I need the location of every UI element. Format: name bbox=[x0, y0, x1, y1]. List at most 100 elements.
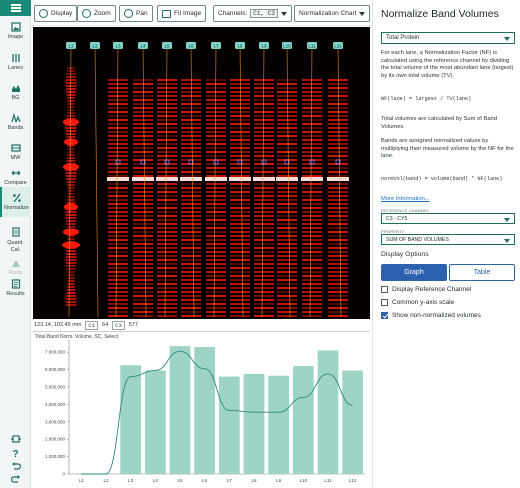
lane-tag[interactable] bbox=[333, 42, 343, 49]
lane-tag[interactable] bbox=[66, 42, 76, 49]
fit-image-icon bbox=[162, 9, 171, 18]
rail-item-normalize[interactable]: Normalize bbox=[0, 187, 31, 217]
gel-band bbox=[206, 279, 226, 281]
gel-band bbox=[277, 203, 297, 205]
gel-band bbox=[108, 151, 128, 153]
show-non-normalized-option[interactable]: Show non-normalized volumes bbox=[381, 312, 481, 319]
pan-button[interactable]: Pan bbox=[119, 5, 153, 22]
description-bands: Bands are assigned normalized values by … bbox=[381, 138, 514, 160]
gel-band bbox=[230, 151, 250, 153]
fit-image-button[interactable]: Fit Image bbox=[157, 5, 207, 22]
gel-band bbox=[157, 131, 177, 133]
gel-band bbox=[181, 243, 201, 245]
common-y-axis-option[interactable]: Common y-axis scale bbox=[381, 299, 454, 306]
gel-band bbox=[65, 133, 77, 135]
gel-band bbox=[230, 287, 250, 289]
gel-band bbox=[206, 119, 226, 121]
channels-value: C1, C3 bbox=[250, 9, 278, 18]
rail-item-bg[interactable]: BG bbox=[0, 77, 31, 107]
rail-item-purity[interactable]: Purity bbox=[0, 252, 31, 282]
gel-band bbox=[108, 143, 128, 145]
channels-select[interactable]: Channels: C1, C3 bbox=[213, 5, 292, 22]
tour-icon[interactable] bbox=[0, 434, 31, 447]
gel-band bbox=[302, 243, 322, 245]
gel-band bbox=[133, 239, 153, 241]
lane-tag[interactable] bbox=[138, 42, 148, 49]
undo-icon[interactable] bbox=[0, 462, 31, 474]
gel-band bbox=[63, 228, 79, 236]
chevron-down-icon bbox=[280, 11, 287, 16]
gel-image-viewer[interactable]: L1 L2 L3 L4 L5 L6 L7 L8 L9 L10 L11 L12 bbox=[33, 27, 370, 319]
gel-band bbox=[108, 255, 128, 257]
gel-band bbox=[67, 187, 75, 189]
display-button[interactable]: Display bbox=[34, 5, 78, 22]
help-icon[interactable]: ? bbox=[12, 449, 19, 460]
gel-band bbox=[157, 279, 177, 281]
lane-tag[interactable] bbox=[259, 42, 269, 49]
gel-band bbox=[302, 175, 322, 177]
menu-button[interactable] bbox=[0, 0, 31, 16]
gel-band bbox=[230, 255, 250, 257]
gel-band bbox=[181, 187, 201, 189]
rail-item-compare[interactable]: Compare bbox=[0, 162, 31, 192]
gel-band bbox=[230, 211, 250, 213]
show-non-normalized-checkbox[interactable] bbox=[381, 312, 388, 319]
zoom-button[interactable]: Zoom bbox=[77, 5, 116, 22]
gel-band bbox=[181, 259, 201, 261]
rail-item-results[interactable]: Results bbox=[0, 273, 31, 303]
normalization-method-select[interactable]: Total Protein bbox=[381, 32, 515, 44]
rail-item-bands[interactable]: Bands bbox=[0, 107, 31, 137]
gel-band bbox=[328, 155, 348, 157]
gel-band bbox=[206, 91, 226, 93]
gel-band bbox=[133, 83, 153, 85]
lane-tag[interactable] bbox=[211, 42, 221, 49]
gel-band bbox=[230, 183, 250, 185]
gel-image[interactable]: L1 L2 L3 L4 L5 L6 L7 L8 L9 L10 L11 L12 bbox=[33, 27, 370, 319]
common-y-axis-checkbox[interactable] bbox=[381, 299, 388, 306]
property-select[interactable]: SUM OF BAND VOLUMES bbox=[381, 234, 515, 245]
gel-band bbox=[108, 267, 128, 269]
lane-tag[interactable] bbox=[113, 42, 123, 49]
rail-item-mw[interactable]: MW bbox=[0, 137, 31, 167]
gel-band bbox=[157, 283, 177, 285]
chart-bar bbox=[292, 366, 314, 474]
gel-band bbox=[108, 307, 128, 309]
lane-tag[interactable] bbox=[282, 42, 292, 49]
gel-band bbox=[133, 295, 153, 297]
lane-tag[interactable] bbox=[235, 42, 245, 49]
display-reference-channel-option[interactable]: Display Reference Channel bbox=[381, 286, 471, 293]
gel-band bbox=[254, 291, 274, 293]
rail-item-lanes[interactable]: Lanes bbox=[0, 47, 31, 77]
gel-band bbox=[302, 247, 322, 249]
lane-tag[interactable] bbox=[186, 42, 196, 49]
rail-item-label: Quant. Cal. bbox=[7, 239, 24, 253]
gel-band bbox=[302, 155, 322, 157]
gel-band bbox=[328, 275, 348, 277]
gel-band bbox=[108, 223, 128, 225]
rail-item-quant-cal[interactable]: Quant. Cal. bbox=[0, 222, 31, 258]
gel-band bbox=[133, 287, 153, 289]
gel-band bbox=[63, 163, 79, 171]
gel-band bbox=[277, 99, 297, 101]
graph-button[interactable]: Graph bbox=[381, 264, 447, 281]
quant-icon bbox=[10, 227, 21, 238]
rail-item-image[interactable]: Image bbox=[0, 16, 31, 46]
table-button[interactable]: Table bbox=[449, 264, 515, 281]
gel-band bbox=[277, 255, 297, 257]
gel-band bbox=[230, 191, 250, 193]
gel-band bbox=[277, 227, 297, 229]
display-reference-channel-checkbox[interactable] bbox=[381, 286, 388, 293]
gel-band bbox=[328, 183, 348, 185]
reference-channel-select[interactable]: C3 - CY5 bbox=[381, 213, 515, 224]
chart-type-select[interactable]: Normalization Chart bbox=[294, 5, 370, 22]
gel-band bbox=[254, 199, 274, 201]
lane-tag[interactable] bbox=[162, 42, 172, 49]
lane-tag[interactable] bbox=[90, 42, 100, 49]
lane-tag[interactable] bbox=[307, 42, 317, 49]
gel-band bbox=[328, 127, 348, 129]
more-information-link[interactable]: More Information... bbox=[381, 196, 430, 202]
gel-band bbox=[277, 183, 297, 185]
gel-band bbox=[108, 115, 128, 117]
rail-item-label: Lanes bbox=[8, 65, 23, 71]
redo-icon[interactable] bbox=[0, 475, 31, 487]
